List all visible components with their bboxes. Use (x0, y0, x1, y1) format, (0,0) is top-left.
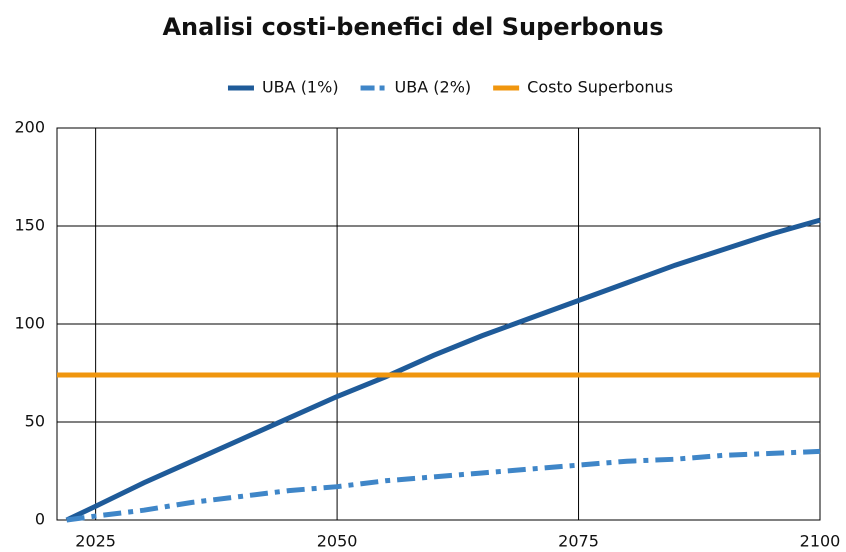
chart-title: Analisi costi-benefici del Superbonus (162, 13, 663, 41)
legend-label: Costo Superbonus (527, 78, 673, 97)
plot-frame (56, 127, 821, 521)
y-tick-label: 0 (35, 510, 45, 529)
y-tick-label: 150 (14, 216, 45, 235)
y-tick-label: 200 (14, 118, 45, 137)
x-tick-label: 2050 (317, 532, 358, 551)
line-series (66, 448, 821, 523)
x-tick-label: 2075 (558, 532, 599, 551)
legend-label: UBA (1%) (262, 78, 339, 97)
y-tick-label: 50 (25, 412, 45, 431)
line-series (65, 217, 821, 523)
x-tick-label: 2100 (800, 532, 841, 551)
x-tick-label: 2025 (75, 532, 116, 551)
legend-label: UBA (2%) (395, 78, 472, 97)
y-tick-label: 100 (14, 314, 45, 333)
